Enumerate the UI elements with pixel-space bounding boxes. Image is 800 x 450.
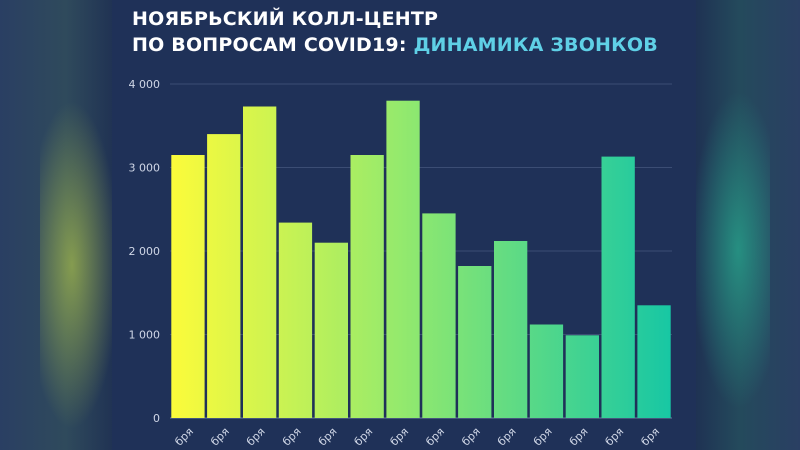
chart-title: НОЯБРЬСКИЙ КОЛЛ-ЦЕНТР ПО ВОПРОСАМ COVID1… [132,6,658,58]
bar [350,155,384,418]
x-tick-label: бря [388,425,412,449]
title-line-2-accent: ДИНАМИКА ЗВОНКОВ [413,34,658,56]
y-tick-label: 2 000 [129,245,161,258]
x-tick-label: бря [172,425,196,449]
x-tick-label: бря [567,425,591,449]
bar [458,266,492,418]
y-tick-label: 1 000 [129,329,161,342]
bar [278,222,313,418]
background-right-decoration [690,0,800,450]
x-tick-label: бря [423,425,447,449]
x-tick-label: бря [459,425,483,449]
y-tick-label: 4 000 [129,78,161,91]
bar [565,335,599,418]
title-line-2: ПО ВОПРОСАМ COVID19: ДИНАМИКА ЗВОНКОВ [132,32,658,58]
bar [171,155,205,418]
x-tick-label: бря [208,425,232,449]
x-tick-label: бря [352,425,376,449]
x-axis-ticks: бря бря бря бря бря бря бря бря бря бря бря бря бря б… [172,425,662,449]
title-line-2-main: ПО ВОПРОСАМ COVID19: [132,34,414,56]
x-tick-label: бря [531,425,555,449]
bar [243,106,277,418]
x-tick-label: бря [316,425,340,449]
background-left-decoration [0,0,120,450]
bars [171,100,671,418]
x-tick-label: бря [495,425,519,449]
bar [314,242,348,418]
x-tick-label: бря [244,425,268,449]
bar [207,134,241,418]
bar [422,213,456,418]
y-tick-label: 0 [153,412,160,425]
bar [386,100,420,418]
y-axis-ticks: 0 1 000 2 000 3 000 4 000 [129,78,161,425]
bar [529,324,564,418]
bar [494,241,528,418]
y-tick-label: 3 000 [129,162,161,175]
x-tick-label: бря [603,425,627,449]
x-tick-label: бря [280,425,304,449]
bar [637,305,671,418]
title-line-1: НОЯБРЬСКИЙ КОЛЛ-ЦЕНТР [132,8,439,30]
bar [601,156,635,418]
x-tick-label: бря [639,425,663,449]
